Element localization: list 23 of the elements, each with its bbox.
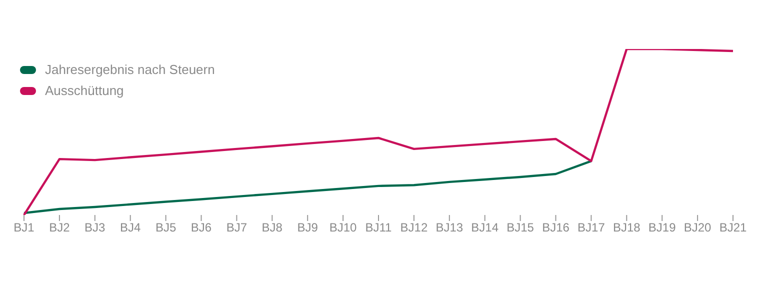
- x-tick-label: BJ20: [684, 220, 712, 235]
- x-tick-label: BJ16: [542, 220, 570, 235]
- x-tick-label: BJ18: [612, 220, 641, 235]
- x-tick-label: BJ14: [471, 220, 499, 235]
- x-tick-label: BJ6: [190, 220, 212, 235]
- x-tick-label: BJ10: [329, 220, 358, 235]
- x-tick-label: BJ5: [155, 220, 176, 235]
- x-tick-label: BJ12: [400, 220, 428, 235]
- x-tick-label: BJ8: [262, 220, 283, 235]
- x-tick-label: BJ2: [49, 220, 70, 235]
- x-tick-label: BJ19: [648, 220, 676, 235]
- x-tick-label: BJ9: [297, 220, 318, 235]
- x-tick-label: BJ3: [84, 220, 106, 235]
- x-tick-label: BJ15: [506, 220, 534, 235]
- legend-label: Jahresergebnis nach Steuern: [45, 62, 215, 77]
- legend-label: Ausschüttung: [45, 83, 124, 98]
- x-tick-label: BJ7: [226, 220, 248, 235]
- x-tick-label: BJ11: [365, 220, 392, 235]
- x-tick-label: BJ4: [120, 220, 142, 235]
- x-tick-label: BJ17: [578, 220, 606, 235]
- x-tick-label: BJ21: [719, 220, 747, 235]
- x-tick-label: BJ1: [14, 220, 35, 235]
- x-tick-label: BJ13: [436, 220, 464, 235]
